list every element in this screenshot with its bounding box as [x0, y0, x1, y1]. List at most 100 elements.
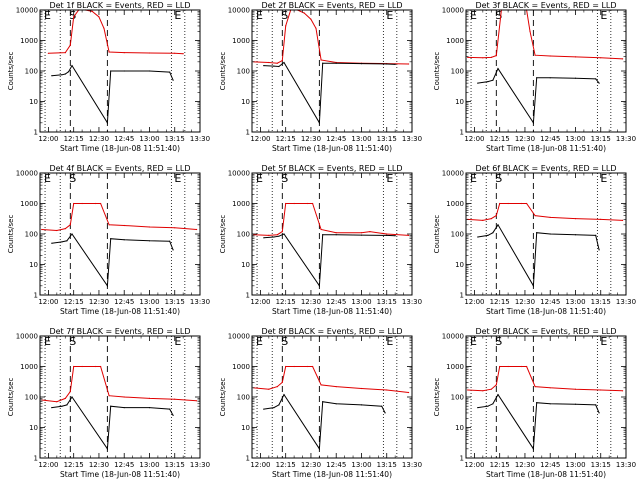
events-data-point — [51, 242, 53, 244]
panel-title: Det 2f BLACK = Events, RED = LLD — [261, 1, 402, 10]
events-data-point — [169, 240, 171, 242]
y-axis-label: Counts/sec — [7, 52, 15, 91]
interval-label: S — [69, 9, 76, 22]
lld-data-point — [148, 226, 151, 228]
x-tick-label: 13:00 — [565, 461, 585, 469]
lld-data-point — [182, 53, 184, 55]
lld-data-point — [81, 365, 83, 368]
lld-rate-line — [253, 203, 409, 236]
events-data-point — [148, 240, 151, 242]
x-axis-label: Start Time (18-Jun-08 11:51:40) — [60, 470, 180, 479]
events-rate-line — [477, 393, 600, 451]
y-tick-label: 10000 — [442, 333, 464, 341]
events-data-point — [497, 68, 499, 70]
events-data-point — [598, 249, 600, 251]
lld-data-point — [148, 397, 151, 399]
x-tick-label: 12:30 — [301, 461, 321, 469]
lld-data-point — [307, 202, 309, 205]
y-axis-label: Counts/sec — [433, 378, 441, 417]
lld-data-point — [64, 397, 66, 399]
events-data-point — [66, 404, 68, 406]
events-data-point — [61, 405, 63, 407]
events-data-point — [574, 77, 577, 79]
events-data-point — [123, 70, 125, 72]
x-axis-label: Start Time (18-Jun-08 11:51:40) — [60, 307, 180, 316]
x-tick-label: 13:00 — [565, 298, 585, 306]
y-tick-label: 10000 — [16, 170, 38, 178]
lld-data-point — [495, 384, 497, 386]
lld-data-point — [148, 52, 151, 54]
y-tick-label: 100 — [451, 68, 464, 76]
lld-data-point — [408, 391, 410, 394]
x-tick-label: 12:45 — [114, 135, 134, 143]
x-tick-label: 13:30 — [402, 461, 422, 469]
x-tick-label: 12:15 — [490, 298, 510, 306]
x-tick-label: 13:30 — [402, 135, 422, 143]
plot-frame — [39, 172, 201, 296]
events-data-point — [318, 122, 320, 124]
x-tick-label: 12:00 — [250, 135, 270, 143]
events-rate-line — [477, 223, 600, 288]
x-tick-label: 12:00 — [464, 298, 484, 306]
x-tick-label: 12:15 — [64, 298, 84, 306]
lld-data-point — [622, 219, 624, 221]
events-data-point — [278, 404, 280, 406]
events-data-point — [384, 412, 386, 414]
y-tick-label: 10 — [241, 98, 250, 106]
lld-data-point — [293, 365, 295, 368]
lld-data-point — [482, 57, 484, 59]
panel-title: Det 4f BLACK = Events, RED = LLD — [49, 164, 190, 173]
events-data-point — [51, 75, 53, 77]
interval-label: E — [44, 172, 51, 185]
events-data-point — [394, 63, 396, 65]
interval-label: E — [470, 172, 477, 185]
lld-data-point — [108, 395, 110, 397]
lld-rate-line — [253, 9, 409, 65]
events-data-point — [322, 401, 324, 403]
x-tick-label: 13:15 — [591, 298, 611, 306]
lld-data-point — [600, 389, 602, 391]
events-data-point — [381, 405, 383, 407]
y-tick-label: 100 — [451, 394, 464, 402]
events-rate-line — [51, 396, 174, 451]
x-axis-label: Start Time (18-Jun-08 11:51:40) — [272, 144, 392, 153]
events-data-point — [497, 394, 499, 396]
lld-data-point — [64, 52, 66, 54]
lld-rate-line — [41, 366, 197, 403]
x-axis-label: Start Time (18-Jun-08 11:51:40) — [60, 144, 180, 153]
panel-title: Det 6f BLACK = Events, RED = LLD — [475, 164, 616, 173]
interval-label: E — [174, 172, 181, 185]
events-data-point — [574, 403, 577, 405]
events-data-point — [477, 82, 479, 84]
x-tick-label: 13:00 — [351, 298, 371, 306]
lld-data-point — [281, 60, 283, 62]
interval-label: E — [600, 335, 607, 348]
x-tick-label: 12:00 — [38, 461, 58, 469]
lld-data-point — [81, 202, 83, 205]
lld-data-point — [386, 233, 388, 235]
lld-data-point — [41, 228, 43, 231]
lld-data-point — [482, 390, 484, 392]
lld-data-point — [285, 25, 287, 27]
lld-data-point — [103, 27, 105, 29]
events-rate-line — [263, 233, 396, 288]
events-data-point — [549, 403, 551, 405]
y-tick-label: 1 — [246, 292, 250, 300]
lld-data-point — [73, 16, 75, 18]
events-data-point — [360, 63, 363, 65]
y-tick-label: 1 — [246, 129, 250, 137]
events-data-point — [536, 232, 538, 234]
events-data-point — [172, 79, 174, 81]
y-tick-label: 10 — [241, 424, 250, 432]
interval-label: E — [470, 335, 477, 348]
lld-data-point — [95, 365, 97, 368]
events-data-point — [595, 404, 597, 406]
events-data-point — [386, 63, 388, 65]
events-data-point — [283, 61, 285, 64]
lld-data-point — [73, 202, 75, 205]
lld-data-point — [490, 388, 492, 390]
x-tick-label: 12:30 — [515, 135, 535, 143]
